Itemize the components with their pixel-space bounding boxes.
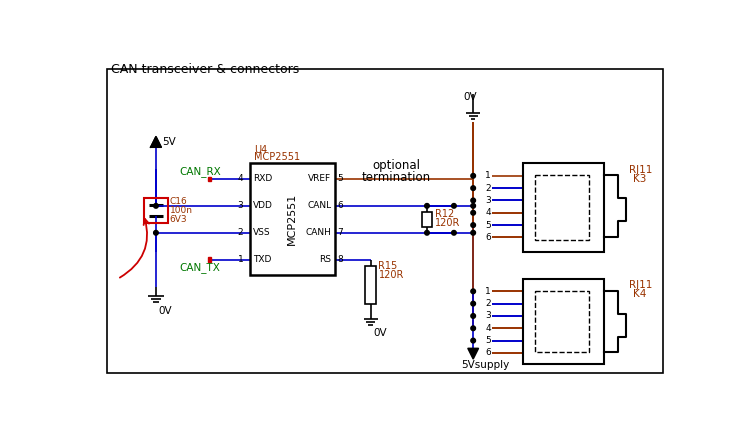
Text: 5Vsupply: 5Vsupply bbox=[462, 360, 510, 370]
Text: CAN transceiver & connectors: CAN transceiver & connectors bbox=[111, 63, 299, 76]
Bar bbox=[535, 175, 589, 241]
Text: VSS: VSS bbox=[253, 228, 271, 237]
Text: K4: K4 bbox=[632, 289, 646, 299]
Circle shape bbox=[471, 338, 475, 343]
Text: 1: 1 bbox=[485, 172, 491, 180]
Text: 6: 6 bbox=[338, 201, 344, 210]
Text: RJ11: RJ11 bbox=[629, 165, 652, 175]
Text: 1: 1 bbox=[485, 287, 491, 296]
Text: 6V3: 6V3 bbox=[170, 215, 187, 224]
Text: 0V: 0V bbox=[373, 328, 387, 338]
Text: 6: 6 bbox=[485, 233, 491, 242]
Circle shape bbox=[471, 289, 475, 294]
Bar bbox=[523, 279, 604, 364]
Bar bbox=[208, 257, 211, 262]
Circle shape bbox=[153, 203, 158, 208]
Bar bbox=[523, 163, 604, 252]
Bar bbox=[208, 177, 211, 181]
Circle shape bbox=[471, 203, 475, 208]
Text: 100n: 100n bbox=[170, 206, 193, 215]
Circle shape bbox=[471, 314, 475, 318]
Text: 120R: 120R bbox=[378, 270, 404, 280]
Text: 0V: 0V bbox=[158, 306, 172, 316]
Text: 1: 1 bbox=[238, 255, 244, 264]
Text: 5: 5 bbox=[338, 175, 344, 184]
Circle shape bbox=[471, 302, 475, 306]
Bar bbox=[535, 291, 589, 352]
Polygon shape bbox=[150, 137, 162, 147]
Polygon shape bbox=[468, 348, 478, 359]
Text: 4: 4 bbox=[238, 175, 243, 184]
Text: 2: 2 bbox=[485, 299, 491, 308]
Text: CANL: CANL bbox=[308, 201, 332, 210]
Text: RJ11: RJ11 bbox=[629, 280, 652, 290]
Text: 3: 3 bbox=[238, 201, 244, 210]
Text: 6: 6 bbox=[485, 349, 491, 357]
Text: 3: 3 bbox=[485, 311, 491, 321]
Text: 5: 5 bbox=[485, 221, 491, 229]
Text: CANH: CANH bbox=[305, 228, 332, 237]
Text: R15: R15 bbox=[378, 261, 398, 271]
Text: R12: R12 bbox=[435, 209, 454, 219]
Text: TXD: TXD bbox=[253, 255, 271, 264]
Text: 4: 4 bbox=[485, 208, 491, 217]
Bar bbox=[422, 212, 432, 227]
Text: MCP2551: MCP2551 bbox=[287, 193, 297, 245]
Text: 120R: 120R bbox=[435, 218, 460, 228]
Text: RS: RS bbox=[320, 255, 332, 264]
Circle shape bbox=[471, 326, 475, 330]
Circle shape bbox=[471, 231, 475, 235]
Text: C16: C16 bbox=[170, 197, 187, 206]
Bar bbox=[144, 198, 168, 223]
Circle shape bbox=[452, 203, 456, 208]
Circle shape bbox=[452, 231, 456, 235]
Text: K3: K3 bbox=[632, 174, 646, 184]
Text: 5: 5 bbox=[485, 336, 491, 345]
Text: U4: U4 bbox=[253, 145, 267, 155]
Bar bbox=[250, 163, 335, 275]
Text: CAN_RX: CAN_RX bbox=[179, 166, 221, 177]
Text: CAN_TX: CAN_TX bbox=[179, 262, 220, 273]
Text: RXD: RXD bbox=[253, 175, 272, 184]
Text: VDD: VDD bbox=[253, 201, 273, 210]
Text: optional: optional bbox=[372, 159, 420, 172]
Text: 4: 4 bbox=[485, 324, 491, 333]
Text: MCP2551: MCP2551 bbox=[253, 152, 300, 162]
Text: 7: 7 bbox=[338, 228, 344, 237]
Text: termination: termination bbox=[362, 171, 431, 184]
Circle shape bbox=[471, 223, 475, 227]
Text: 3: 3 bbox=[485, 196, 491, 205]
Text: VREF: VREF bbox=[308, 175, 332, 184]
Bar bbox=[365, 266, 376, 304]
Text: 5V: 5V bbox=[162, 137, 176, 147]
Circle shape bbox=[471, 198, 475, 203]
Text: 2: 2 bbox=[238, 228, 243, 237]
Text: 2: 2 bbox=[485, 184, 491, 193]
Circle shape bbox=[471, 186, 475, 191]
Circle shape bbox=[471, 174, 475, 178]
Text: 8: 8 bbox=[338, 255, 344, 264]
Text: 0V: 0V bbox=[463, 92, 477, 102]
Circle shape bbox=[425, 203, 429, 208]
Circle shape bbox=[471, 210, 475, 215]
Circle shape bbox=[153, 231, 158, 235]
Circle shape bbox=[425, 231, 429, 235]
